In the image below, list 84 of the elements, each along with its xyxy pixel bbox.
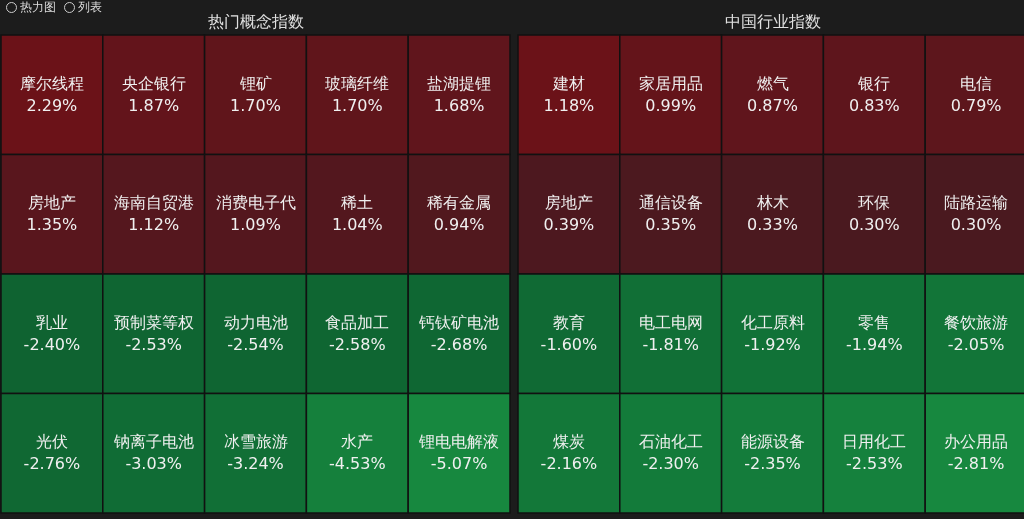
category-label: 陆路运输 xyxy=(944,193,1009,213)
data-label: 0.30% xyxy=(950,215,1002,235)
data-label: -2.05% xyxy=(947,334,1005,354)
category-label: 动力电池 xyxy=(223,312,288,332)
category-label: 锂电电解液 xyxy=(418,432,500,452)
data-label: 1.70% xyxy=(230,95,281,115)
data-label: -2.54% xyxy=(227,334,284,354)
category-label: 海南自贸港 xyxy=(113,193,194,213)
category-label: 银行 xyxy=(857,73,891,93)
category-label: 煤炭 xyxy=(552,432,585,452)
data-label: -1.60% xyxy=(540,334,598,354)
category-label: 能源设备 xyxy=(740,432,805,452)
category-label: 锂矿 xyxy=(238,73,272,93)
category-label: 化工原料 xyxy=(740,312,805,332)
data-label: -3.24% xyxy=(227,454,284,474)
category-label: 食品加工 xyxy=(325,312,390,332)
data-label: 0.94% xyxy=(433,215,485,235)
data-label: 1.87% xyxy=(128,95,180,115)
data-label: 1.35% xyxy=(26,215,78,235)
data-label: 0.83% xyxy=(848,95,900,115)
data-label: 0.79% xyxy=(950,95,1002,115)
category-label: 建材 xyxy=(551,73,585,93)
category-label: 石油化工 xyxy=(638,432,703,452)
data-label: -1.92% xyxy=(744,334,801,354)
category-label: 稀有金属 xyxy=(427,193,492,213)
data-label: -1.94% xyxy=(846,334,903,354)
category-label: 房地产 xyxy=(27,193,76,213)
category-label: 电信 xyxy=(960,73,993,93)
data-label: -2.76% xyxy=(23,454,81,474)
data-label: 0.35% xyxy=(645,215,697,235)
category-label: 玻璃纤维 xyxy=(325,73,390,93)
category-label: 盐湖提锂 xyxy=(427,73,492,93)
data-label: 1.12% xyxy=(128,215,180,235)
data-label: 0.30% xyxy=(848,215,900,235)
category-label: 水产 xyxy=(341,432,374,452)
data-label: 1.09% xyxy=(230,215,281,235)
data-label: -2.35% xyxy=(744,454,801,474)
category-label: 房地产 xyxy=(544,193,593,213)
data-label: -2.40% xyxy=(23,334,81,354)
category-label: 教育 xyxy=(552,312,585,332)
category-label: 央企银行 xyxy=(121,73,186,93)
category-label: 乳业 xyxy=(35,312,68,332)
text: 中国行业指数 xyxy=(724,12,821,32)
data-label: 0.33% xyxy=(747,215,798,235)
text: 列表 xyxy=(77,0,102,14)
category-label: 林木 xyxy=(755,193,789,213)
category-label: 零售 xyxy=(858,312,891,332)
category-label: 餐饮旅游 xyxy=(944,312,1009,332)
category-label: 家居用品 xyxy=(638,73,703,93)
data-label: -3.03% xyxy=(125,454,182,474)
text: 热门概念指数 xyxy=(207,12,304,32)
category-label: 光伏 xyxy=(35,432,68,452)
category-label: 办公用品 xyxy=(944,432,1009,452)
category-label: 摩尔线程 xyxy=(19,73,84,93)
text: 热力图 xyxy=(19,0,56,14)
category-label: 预制菜等权 xyxy=(113,312,194,332)
data-label: 0.39% xyxy=(543,215,595,235)
category-label: 钠离子电池 xyxy=(112,432,194,452)
category-label: 通信设备 xyxy=(638,193,703,213)
data-label: -2.81% xyxy=(947,454,1005,474)
data-label: -2.16% xyxy=(540,454,598,474)
category-label: 燃气 xyxy=(756,73,789,93)
category-label: 电工电网 xyxy=(638,312,703,332)
category-label: 消费电子代 xyxy=(215,193,296,213)
data-label: 0.87% xyxy=(747,95,798,115)
data-label: 2.29% xyxy=(26,95,78,115)
data-label: 0.99% xyxy=(645,95,697,115)
data-label: 1.18% xyxy=(543,95,595,115)
category-label: 钙钛矿电池 xyxy=(418,312,500,332)
category-label: 日用化工 xyxy=(842,432,907,452)
data-label: 1.04% xyxy=(331,215,383,235)
data-label: 1.68% xyxy=(433,95,485,115)
data-label: -1.81% xyxy=(642,334,699,354)
category-label: 环保 xyxy=(858,193,891,213)
category-label: 冰雪旅游 xyxy=(223,432,288,452)
data-label: -2.53% xyxy=(846,454,903,474)
data-label: -5.07% xyxy=(430,454,488,474)
data-label: -2.30% xyxy=(642,454,699,474)
data-label: -4.53% xyxy=(329,454,386,474)
data-label: -2.68% xyxy=(430,334,488,354)
data-label: -2.53% xyxy=(125,334,182,354)
data-label: 1.70% xyxy=(331,95,383,115)
data-label: -2.58% xyxy=(329,334,386,354)
category-label: 稀土 xyxy=(341,193,374,213)
